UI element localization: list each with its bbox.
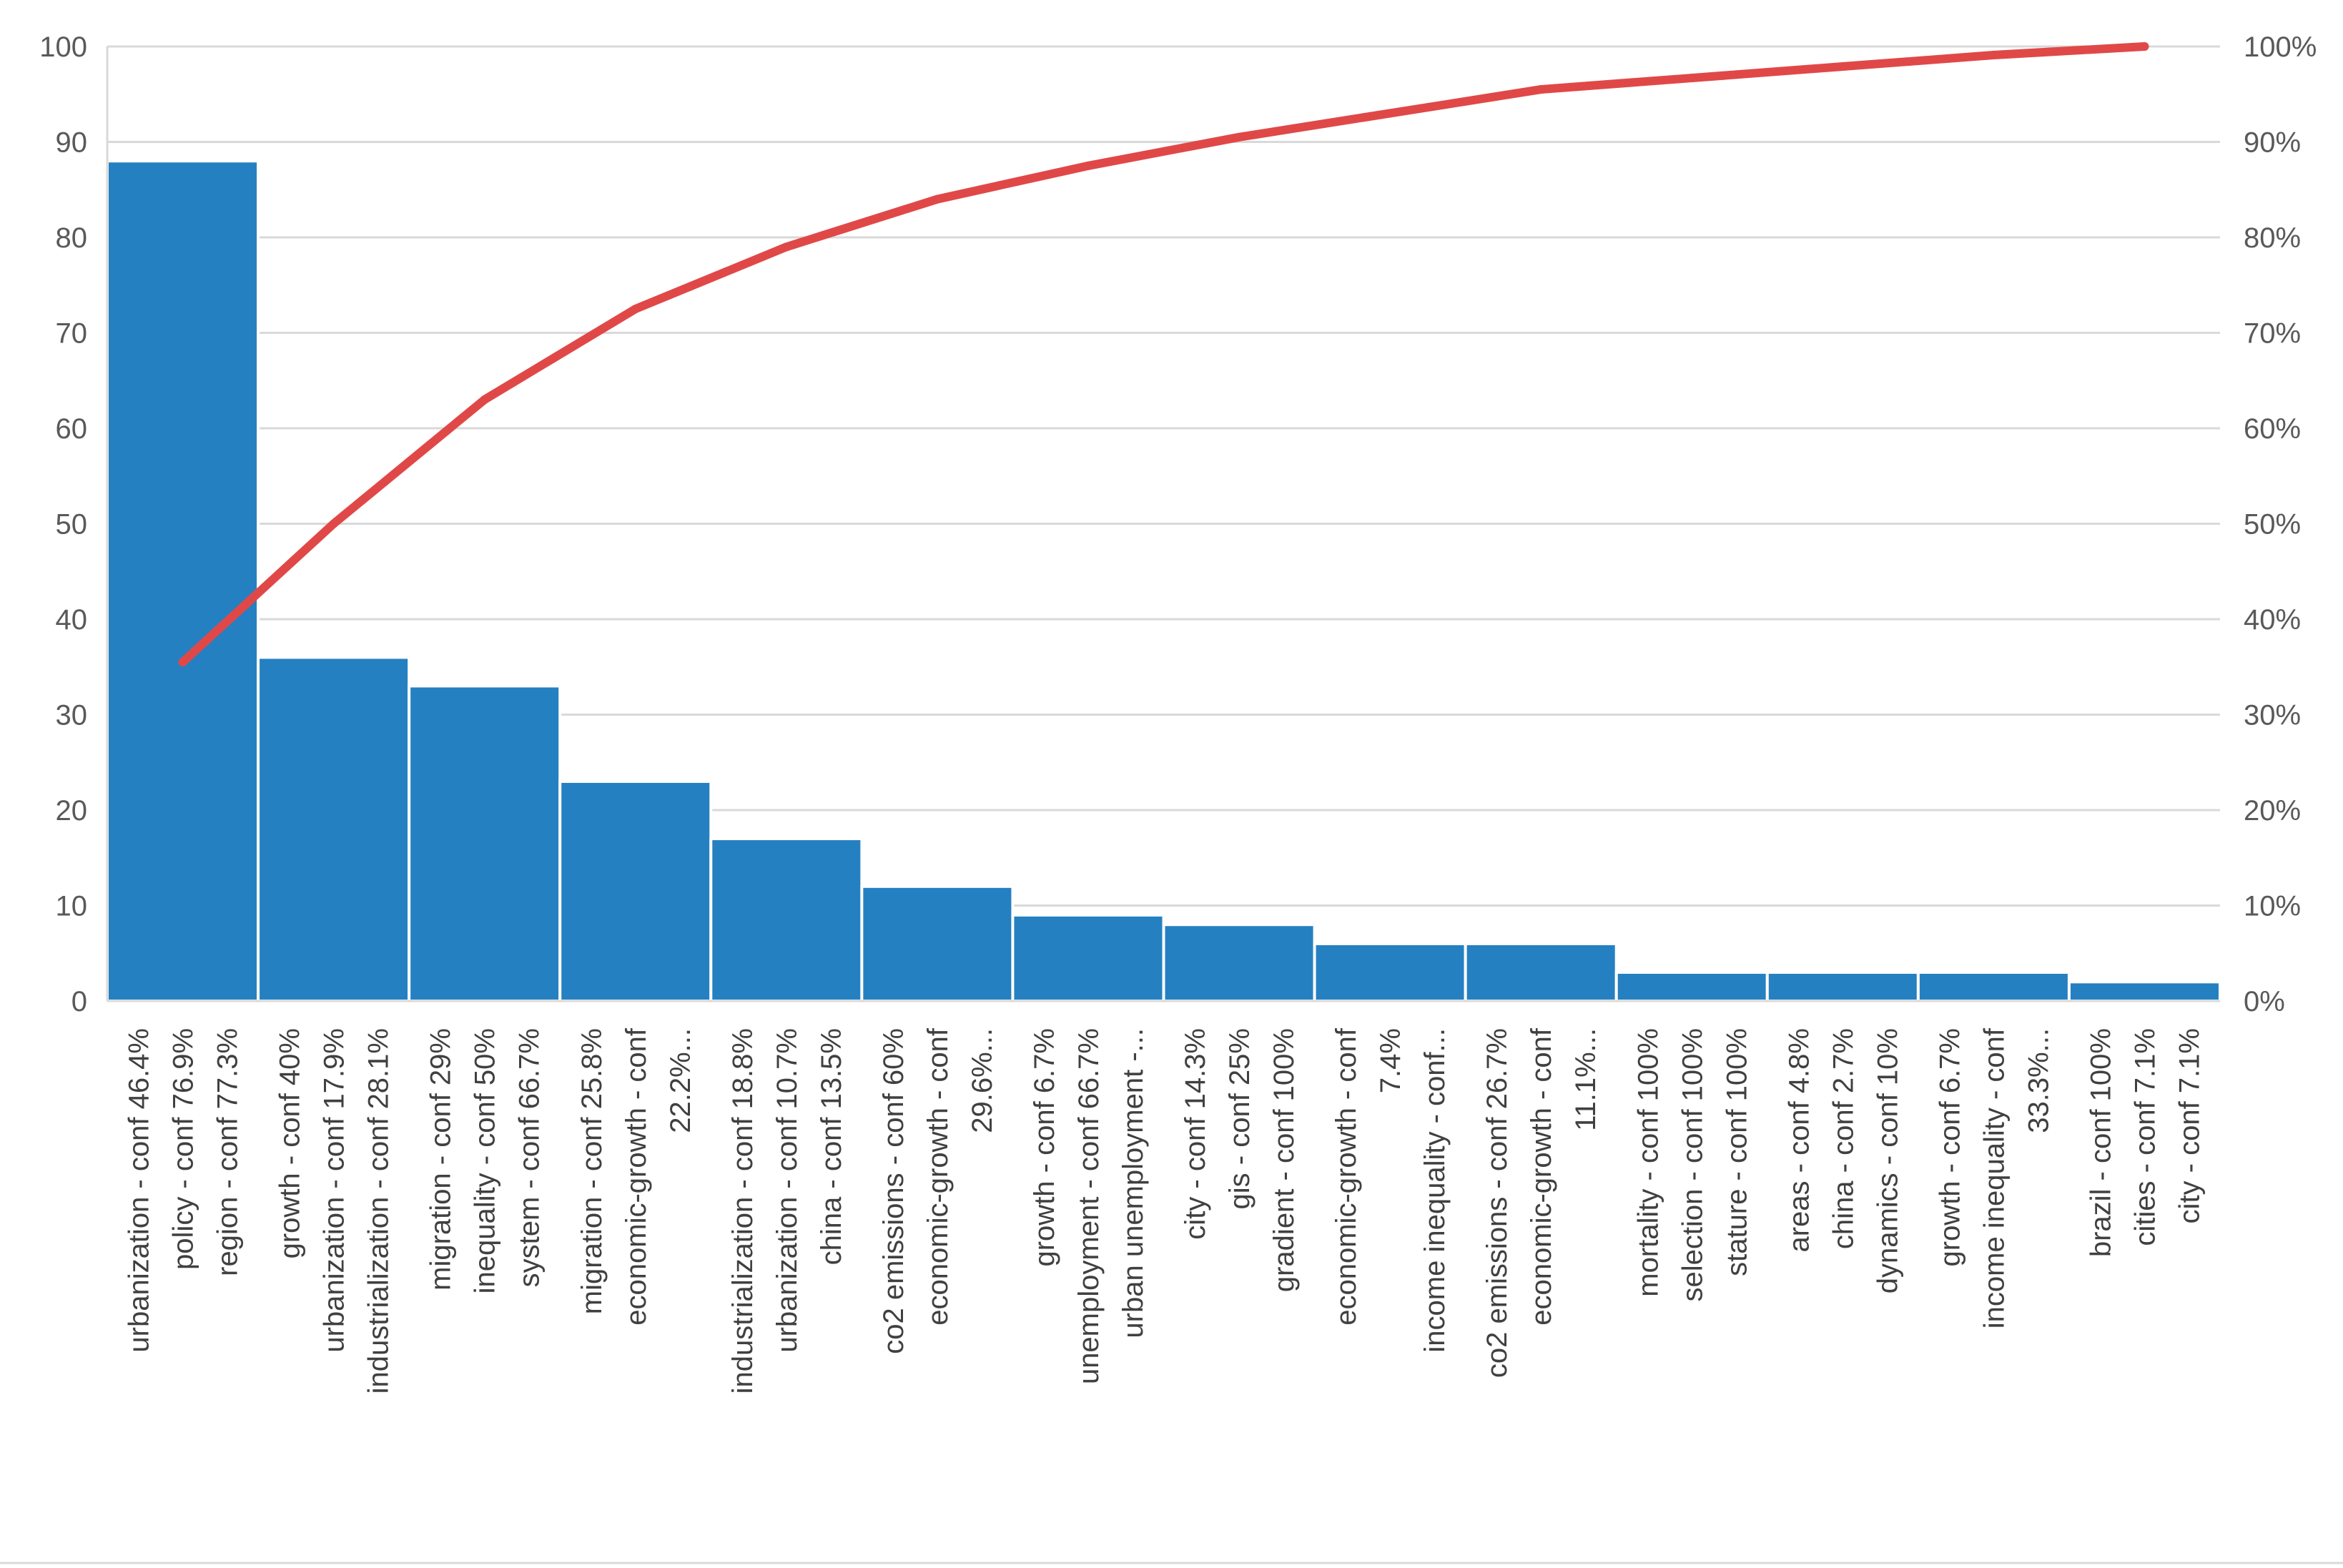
bar bbox=[408, 684, 562, 1002]
category-label: income inequality - conf... bbox=[1419, 1028, 1451, 1353]
bar bbox=[1464, 942, 1618, 1003]
bars bbox=[106, 159, 2221, 1003]
category-label: areas - conf 4.8% bbox=[1783, 1028, 1815, 1253]
y2-tick-label: 30% bbox=[2244, 700, 2301, 731]
category-label: economic-growth - conf bbox=[1526, 1027, 1557, 1326]
cumulative-point bbox=[2140, 42, 2149, 51]
category-label: urbanization - conf 17.9% bbox=[319, 1028, 350, 1353]
category-axis: urbanization - conf 46.4% policy - conf 7… bbox=[0, 1000, 2343, 1564]
y2-tick-label: 0% bbox=[2244, 986, 2285, 1017]
cumulative-point bbox=[932, 194, 942, 204]
category-label: system - conf 66.7% bbox=[514, 1028, 546, 1287]
bar bbox=[1916, 970, 2071, 1002]
category-label: urbanization - conf 46.4% bbox=[124, 1028, 155, 1353]
category-label: co2 emissions - conf 26.7% bbox=[1481, 1028, 1513, 1378]
bar bbox=[1011, 913, 1165, 1002]
cumulative-point bbox=[631, 305, 640, 314]
y2-tick-label: 90% bbox=[2244, 127, 2301, 159]
bar bbox=[1614, 970, 1769, 1002]
y-tick-label: 20 bbox=[56, 795, 88, 827]
category-label: co2 emissions - conf 60% bbox=[878, 1028, 909, 1354]
y-tick-label: 10 bbox=[56, 891, 88, 922]
bar bbox=[257, 656, 411, 1003]
y-tick-label: 80 bbox=[56, 222, 88, 254]
category-label: growth - conf 6.7% bbox=[1934, 1028, 1965, 1267]
category-label: brazil - conf 100% bbox=[2085, 1028, 2116, 1257]
y2-tick-label: 20% bbox=[2244, 795, 2301, 827]
bar bbox=[106, 159, 260, 1003]
y2-tick-label: 50% bbox=[2244, 509, 2301, 541]
category-label: 33.3%... bbox=[2023, 1028, 2054, 1133]
y-tick-label: 0 bbox=[71, 986, 87, 1017]
category-label: urbanization - conf 10.7% bbox=[771, 1028, 803, 1353]
y-tick-label: 90 bbox=[56, 127, 88, 159]
left-axis: 0 10 20 30 40 50 60 70 80 90 100 bbox=[39, 31, 109, 1017]
cumulative-point bbox=[1536, 85, 1546, 94]
category-label: gradient - conf 100% bbox=[1268, 1028, 1300, 1292]
cumulative-point bbox=[178, 658, 187, 667]
bar bbox=[2067, 980, 2221, 1003]
category-label: urban unemployment -... bbox=[1118, 1028, 1149, 1338]
category-label: economic-growth - conf bbox=[621, 1027, 652, 1326]
right-axis: 0% 10% 20% 30% 40% 50% 60% 70% 80% 90% 100% bbox=[2244, 31, 2317, 1017]
category-label: region - conf 77.3% bbox=[212, 1028, 244, 1276]
category-label: 29.6%... bbox=[967, 1028, 998, 1133]
cumulative-point bbox=[781, 242, 791, 252]
y-tick-label: 60 bbox=[56, 413, 88, 445]
cumulative-point bbox=[329, 519, 338, 528]
cumulative-point bbox=[1235, 132, 1244, 142]
y-tick-label: 50 bbox=[56, 509, 88, 541]
category-label: dynamics - conf 10% bbox=[1872, 1028, 1903, 1293]
bar bbox=[558, 779, 713, 1002]
y-tick-label: 40 bbox=[56, 604, 88, 636]
y2-tick-label: 60% bbox=[2244, 413, 2301, 445]
category-label: policy - conf 76.9% bbox=[168, 1028, 199, 1270]
category-label: migration - conf 29% bbox=[425, 1028, 457, 1291]
bar bbox=[709, 837, 864, 1003]
bar bbox=[1313, 942, 1467, 1003]
y-tick-label: 100 bbox=[39, 31, 87, 63]
cumulative-point bbox=[1083, 161, 1092, 170]
category-label: economic-growth - conf bbox=[922, 1027, 954, 1326]
category-label: economic-growth - conf bbox=[1331, 1027, 1362, 1326]
bar bbox=[1162, 923, 1316, 1002]
y-tick-label: 70 bbox=[56, 318, 88, 350]
category-label: city - conf 14.3% bbox=[1180, 1028, 1211, 1240]
category-label: inequality - conf 50% bbox=[470, 1028, 501, 1293]
cumulative-line bbox=[178, 42, 2149, 667]
category-label: selection - conf 100% bbox=[1677, 1028, 1708, 1301]
cumulative-point bbox=[1386, 109, 1395, 118]
category-label: industrialization - conf 28.1% bbox=[363, 1028, 395, 1394]
category-label: 7.4% bbox=[1375, 1028, 1406, 1093]
cumulative-point bbox=[1838, 62, 1848, 72]
bar bbox=[860, 884, 1015, 1003]
category-label: unemployment - conf 66.7% bbox=[1073, 1028, 1105, 1384]
category-label: gis - conf 25% bbox=[1224, 1028, 1256, 1209]
category-label: industrialization - conf 18.8% bbox=[727, 1028, 759, 1394]
bar bbox=[1765, 970, 1920, 1002]
y2-tick-label: 40% bbox=[2244, 604, 2301, 636]
category-label: migration - conf 25.8% bbox=[576, 1028, 608, 1314]
category-label: cities - conf 7.1% bbox=[2129, 1028, 2161, 1246]
category-label: 22.2%... bbox=[665, 1028, 696, 1133]
y2-tick-label: 80% bbox=[2244, 222, 2301, 254]
y2-tick-label: 100% bbox=[2244, 31, 2317, 63]
category-label: china - conf 2.7% bbox=[1827, 1028, 1859, 1249]
cumulative-percent-line bbox=[178, 42, 2149, 667]
cumulative-point bbox=[1989, 51, 1998, 60]
category-label: 11.1%... bbox=[1570, 1028, 1602, 1131]
category-label: income inequality - conf bbox=[1978, 1027, 2010, 1328]
category-label: growth - conf 6.7% bbox=[1029, 1028, 1060, 1267]
y-tick-label: 30 bbox=[56, 700, 88, 731]
cumulative-point bbox=[480, 395, 489, 404]
category-label: growth - conf 40% bbox=[275, 1028, 306, 1258]
category-label: city - conf 7.1% bbox=[2174, 1028, 2205, 1223]
cumulative-point bbox=[1687, 74, 1697, 83]
category-label: stature - conf 100% bbox=[1721, 1028, 1752, 1276]
y2-tick-label: 10% bbox=[2244, 891, 2301, 922]
category-label: china - conf 13.5% bbox=[816, 1028, 847, 1265]
y2-tick-label: 70% bbox=[2244, 318, 2301, 350]
category-label: mortality - conf 100% bbox=[1632, 1028, 1664, 1297]
